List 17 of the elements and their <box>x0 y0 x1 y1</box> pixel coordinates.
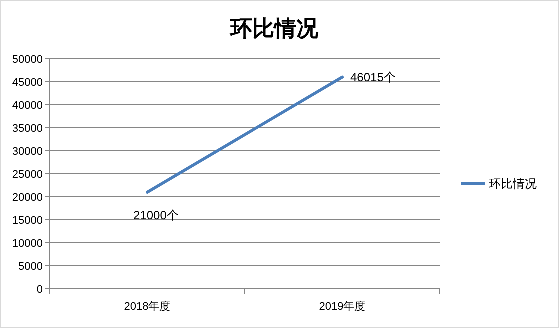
data-label: 46015个 <box>350 70 396 84</box>
y-tick-label: 45000 <box>12 77 43 89</box>
chart-title: 环比情况 <box>230 16 320 41</box>
legend-label: 环比情况 <box>489 177 537 191</box>
y-tick-label: 30000 <box>12 146 43 158</box>
y-tick-label: 10000 <box>12 238 43 250</box>
y-tick-label: 50000 <box>12 54 43 66</box>
x-tick-label: 2018年度 <box>124 300 171 313</box>
y-tick-label: 40000 <box>12 100 43 112</box>
y-tick-label: 0 <box>36 284 43 296</box>
x-tick-label: 2019年度 <box>319 300 366 313</box>
y-tick-label: 20000 <box>12 192 43 204</box>
y-tick-label: 5000 <box>18 261 43 273</box>
y-tick-label: 15000 <box>12 215 43 227</box>
y-tick-label: 25000 <box>12 169 43 181</box>
data-label: 21000个 <box>134 208 179 222</box>
y-tick-label: 35000 <box>12 123 43 135</box>
